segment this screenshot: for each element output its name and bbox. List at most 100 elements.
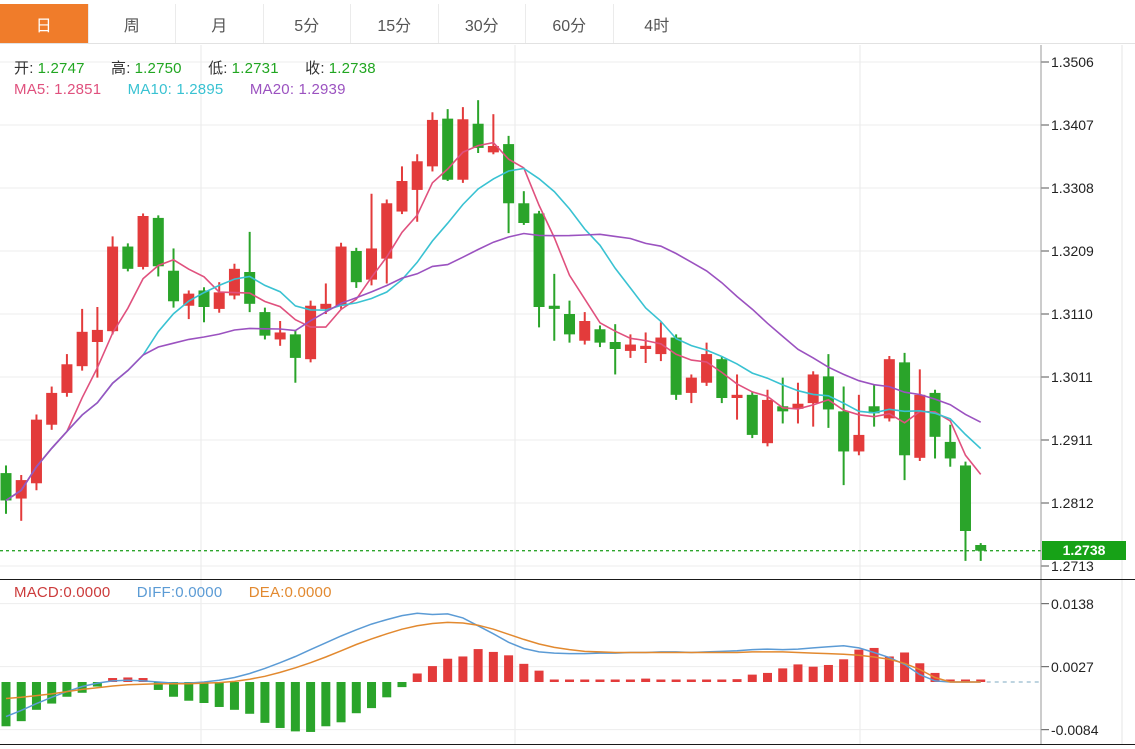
macd-bar — [336, 682, 346, 723]
macd-bar — [839, 659, 849, 682]
tab-15min[interactable]: 15分 — [350, 4, 438, 43]
macd-bar — [884, 656, 894, 682]
tab-month[interactable]: 月 — [175, 4, 263, 43]
macd-bar — [1, 682, 11, 727]
current-price-box: 1.2738 — [1042, 541, 1126, 561]
candle — [91, 329, 103, 342]
macd-bar — [504, 655, 514, 682]
macd-bar — [108, 678, 118, 682]
tab-5min[interactable]: 5分 — [262, 4, 351, 43]
macd-bar — [580, 679, 590, 682]
ohlc-legend: 开: 1.2747 高: 1.2750 低: 1.2731 收: 1.2738 — [14, 57, 380, 78]
candle — [274, 332, 286, 340]
close-label: 收: — [305, 60, 325, 77]
macd-bar — [92, 682, 102, 687]
candle — [746, 394, 758, 435]
candle — [366, 248, 378, 280]
macd-bar — [793, 664, 803, 682]
macd-bar — [62, 682, 72, 697]
candle — [731, 394, 743, 398]
macd-legend: MACD:0.0000 DIFF:0.0000 DEA:0.0000 — [14, 584, 336, 601]
macd-bar — [351, 682, 361, 714]
candle — [792, 403, 804, 409]
macd-bar — [427, 666, 437, 682]
chart-canvas[interactable] — [0, 44, 1135, 749]
candle — [259, 312, 271, 336]
candle — [853, 434, 865, 452]
price-axis-tick: 1.3407 — [1051, 117, 1094, 133]
candle — [244, 272, 256, 304]
macd-bar — [702, 679, 712, 682]
candle — [61, 364, 73, 393]
candle — [807, 374, 819, 404]
candle — [122, 246, 134, 269]
macd-bar — [47, 682, 57, 704]
price-axis-tick: 1.3308 — [1051, 180, 1094, 196]
ma5-line — [5, 141, 982, 502]
macd-bar — [565, 679, 575, 682]
candle — [168, 270, 180, 302]
candle — [411, 161, 423, 190]
low-value: 1.2731 — [231, 60, 279, 77]
candle — [426, 119, 438, 167]
price-axis-tick: 1.3506 — [1051, 54, 1094, 70]
candle — [198, 290, 210, 307]
period-tabbar: 日 周 月 5分 15分 30分 60分 4时 — [0, 0, 1135, 44]
macd-bar — [976, 679, 986, 682]
tab-week[interactable]: 周 — [87, 4, 176, 43]
macd-bar — [595, 679, 605, 682]
macd-bar — [306, 682, 316, 732]
tab-30min[interactable]: 30分 — [437, 4, 526, 43]
macd-bar — [229, 682, 239, 710]
macd-bar — [534, 670, 544, 682]
macd-bar — [747, 674, 757, 682]
macd-bar — [641, 678, 651, 682]
macd-bar — [153, 682, 163, 690]
macd-bar — [869, 647, 879, 682]
macd-bar — [382, 682, 392, 698]
candle — [899, 362, 911, 456]
candle — [183, 293, 195, 306]
tab-4hour[interactable]: 4时 — [612, 4, 701, 43]
candle — [624, 344, 636, 351]
candle — [335, 246, 347, 306]
macd-bar — [854, 649, 864, 682]
macd-bar — [412, 673, 422, 682]
candle — [579, 321, 591, 341]
candle — [442, 118, 454, 180]
open-value: 1.2747 — [37, 60, 85, 77]
macd-bar — [169, 682, 179, 697]
candle — [472, 123, 484, 148]
macd-bar — [473, 649, 483, 682]
macd-bar — [138, 678, 148, 682]
candle — [564, 314, 576, 335]
candle — [594, 329, 606, 343]
macd-bar — [260, 682, 270, 723]
open-label: 开: — [14, 60, 34, 77]
candle — [228, 268, 240, 296]
candle — [959, 465, 971, 531]
dea-value-legend: DEA:0.0000 — [248, 584, 332, 601]
macd-bar — [900, 652, 910, 682]
price-axis-tick: 1.3209 — [1051, 243, 1094, 259]
macd-bar — [945, 679, 955, 682]
tab-60min[interactable]: 60分 — [525, 4, 613, 43]
candle — [305, 305, 317, 360]
tab-day[interactable]: 日 — [0, 4, 88, 43]
macd-bar — [656, 679, 666, 682]
macd-bar — [915, 663, 925, 682]
macd-bar — [199, 682, 209, 703]
candle — [518, 203, 530, 223]
macd-value-legend: MACD:0.0000 — [14, 584, 111, 601]
macd-bar — [717, 679, 727, 682]
macd-bar — [732, 679, 742, 682]
macd-bar — [671, 679, 681, 682]
high-value: 1.2750 — [134, 60, 182, 77]
candle — [883, 359, 895, 419]
macd-bar — [321, 682, 331, 727]
macd-bar — [823, 664, 833, 682]
candle — [609, 342, 621, 349]
macd-bar — [443, 658, 453, 682]
candle — [716, 359, 728, 398]
